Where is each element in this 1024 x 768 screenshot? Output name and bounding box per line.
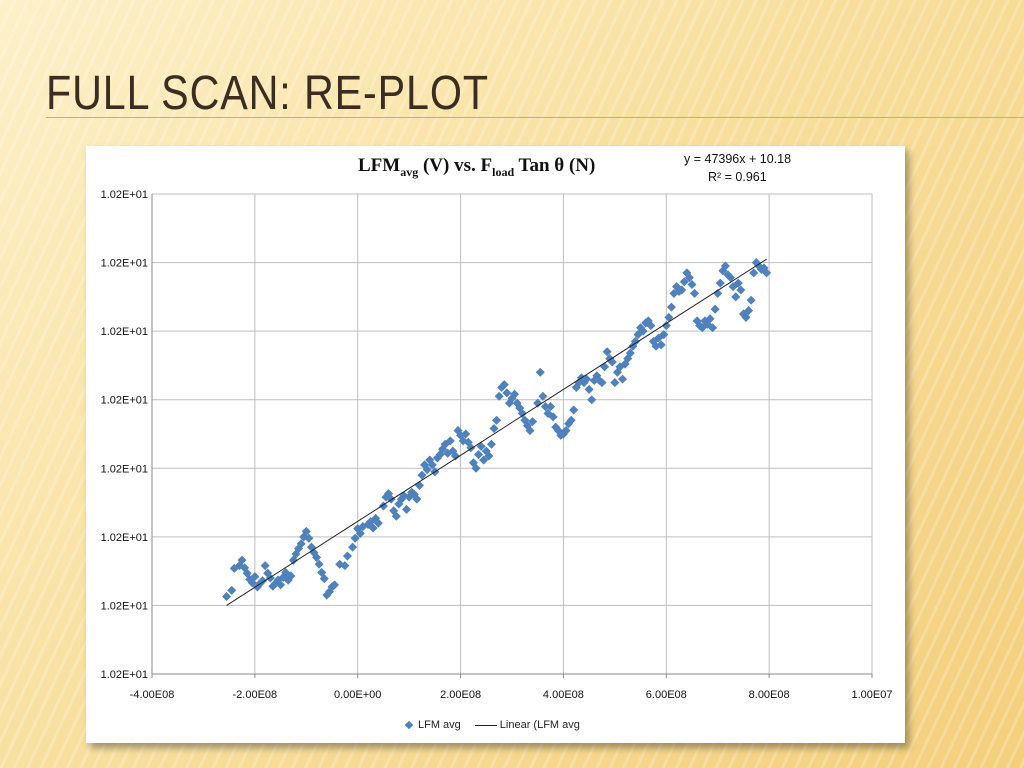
slide-title: FULL SCAN: RE-PLOT (46, 67, 489, 120)
data-point (402, 504, 412, 514)
data-point (391, 511, 401, 521)
data-point (600, 362, 610, 372)
trendline (226, 258, 767, 606)
data-point (330, 580, 340, 590)
trendline-r-squared: R² = 0.961 (708, 170, 767, 184)
chart-panel: LFMavg (V) vs. Fload Tan θ (N) y = 47396… (86, 146, 905, 743)
y-tick-label: 1.02E+01 (101, 258, 148, 270)
data-point (276, 580, 286, 590)
data-point (666, 302, 676, 312)
chart-title: LFMavg (V) vs. Fload Tan θ (N) (358, 155, 595, 180)
x-tick-label: 8.00E08 (749, 689, 790, 701)
chart-title-part-a: LFM (358, 155, 401, 176)
data-point (260, 561, 270, 571)
data-point (499, 380, 509, 390)
trendline-equation: y = 47396x + 10.18 (684, 152, 792, 166)
data-point (746, 295, 756, 305)
chart-legend: LFM avg Linear (LFM avg (404, 719, 580, 732)
data-point (510, 389, 520, 399)
data-point (227, 585, 237, 595)
data-point (618, 374, 628, 384)
scatter-plot: -4.00E08 -2.00E08 0.00E+00 2.00E08 4.00E08 6.… (101, 189, 893, 701)
title-divider (46, 117, 1024, 118)
data-point (736, 285, 746, 295)
legend-line-icon (474, 724, 497, 726)
chart-title-sub-avg: avg (400, 164, 419, 179)
data-point (222, 591, 232, 602)
y-tick-label: 1.02E+01 (101, 326, 148, 338)
chart-title-sub-load: load (492, 164, 515, 179)
data-point (664, 312, 674, 322)
data-point (535, 367, 545, 377)
x-tick-label: -4.00E08 (130, 689, 175, 701)
legend-diamond-icon (404, 720, 414, 730)
chart-title-part-b: (V) vs. F (418, 155, 493, 176)
data-point (342, 551, 352, 561)
data-point (319, 574, 329, 584)
y-tick-label: 1.02E+01 (101, 395, 148, 407)
chart-title-part-c: Tan θ (N) (514, 155, 596, 176)
data-point (492, 415, 502, 425)
x-tick-label: 4.00E08 (543, 689, 584, 701)
data-point (690, 288, 700, 298)
data-point (566, 415, 576, 425)
y-tick-label: 1.02E+01 (101, 600, 148, 612)
data-point (348, 542, 358, 552)
data-point (250, 572, 260, 582)
x-tick-label: 2.00E08 (440, 689, 481, 701)
x-tick-label: 1.00E07 (852, 689, 893, 701)
data-point (710, 304, 720, 314)
data-point (646, 321, 656, 331)
legend-series-label: LFM avg (418, 719, 461, 732)
y-tick-label: 1.02E+01 (101, 463, 148, 475)
x-tick-label: -2.00E08 (233, 689, 278, 701)
data-point (582, 374, 592, 384)
y-tick-label: 1.02E+01 (101, 532, 148, 544)
data-point (584, 384, 594, 394)
data-point (731, 292, 741, 302)
data-point (494, 391, 504, 401)
x-tick-label: 0.00E+00 (334, 689, 381, 701)
data-point (546, 402, 556, 412)
data-point (538, 391, 548, 401)
data-point (486, 439, 496, 449)
y-tick-label: 1.02E+01 (101, 189, 148, 201)
legend-trend-label: Linear (LFM avg (499, 719, 580, 732)
y-tick-label: 1.02E+01 (101, 669, 148, 681)
data-point (569, 405, 579, 415)
x-tick-label: 6.00E08 (646, 689, 687, 701)
data-point (610, 378, 620, 388)
data-point (502, 388, 512, 398)
data-point (587, 395, 597, 405)
